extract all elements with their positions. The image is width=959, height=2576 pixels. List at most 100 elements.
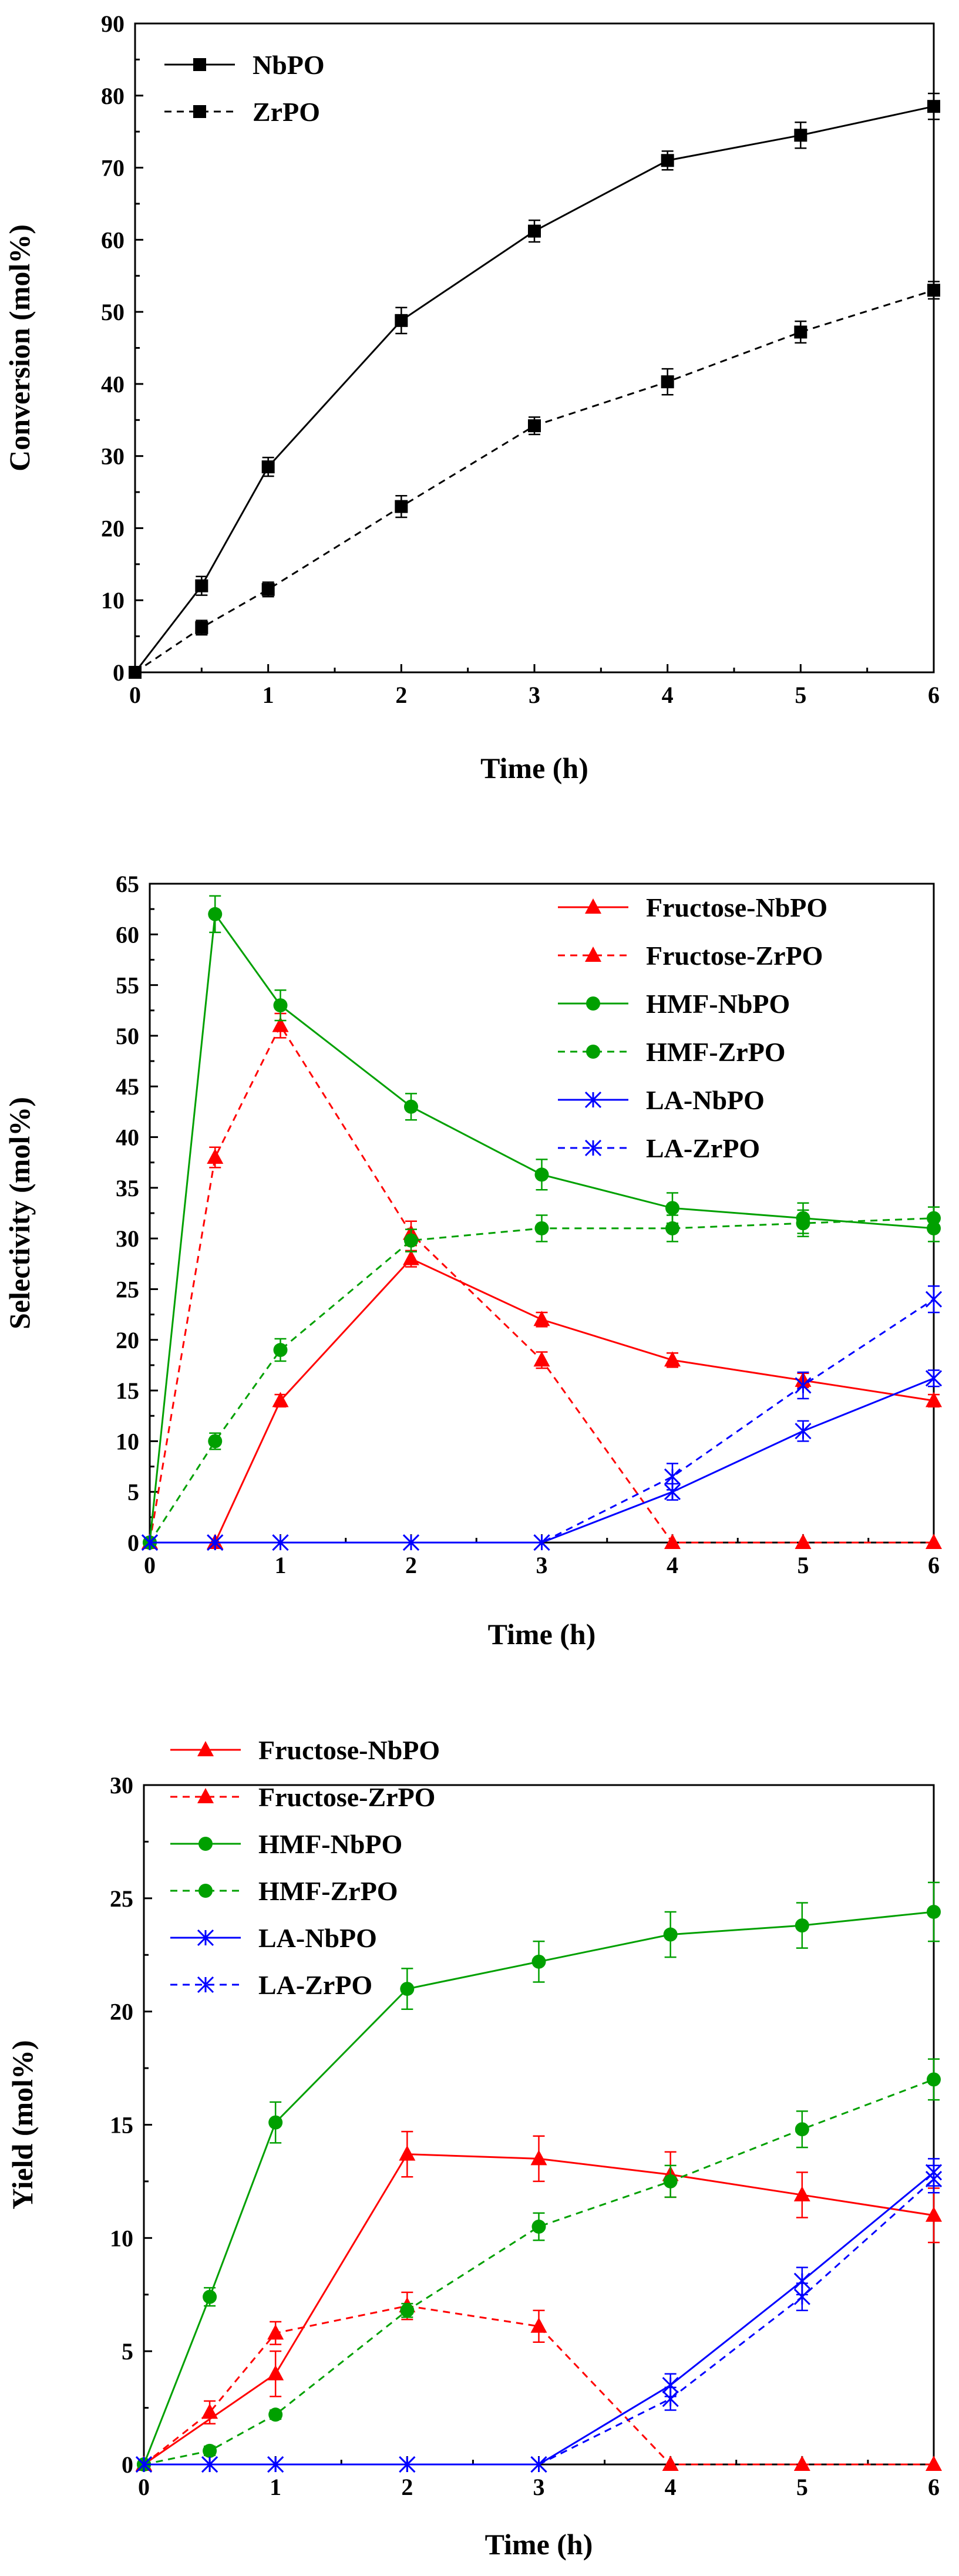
x-tick-label: 1 — [263, 682, 274, 708]
data-point — [926, 2206, 942, 2222]
data-point — [926, 2456, 942, 2471]
y-tick-label: 35 — [116, 1175, 139, 1201]
y-tick-label: 45 — [116, 1073, 139, 1100]
y-tick-label: 0 — [122, 2452, 133, 2478]
series-hmf-zrpo — [137, 2058, 941, 2471]
legend-marker — [198, 1837, 213, 1851]
data-point — [203, 2289, 217, 2304]
legend-marker — [586, 996, 600, 1011]
series-zrpo — [129, 281, 940, 679]
data-point — [208, 907, 223, 921]
series-line — [149, 911, 934, 1543]
y-tick-label: 30 — [116, 1225, 139, 1252]
y-tick-label: 15 — [110, 2112, 133, 2139]
y-tick-label: 40 — [101, 371, 124, 398]
y-tick-label: 20 — [101, 515, 124, 541]
legend-label: NbPO — [253, 50, 325, 80]
legend-label: LA-ZrPO — [646, 1133, 760, 1163]
y-tick-label: 20 — [116, 1327, 139, 1353]
data-point — [664, 1468, 681, 1485]
legend-label: Fructose-ZrPO — [646, 941, 823, 971]
data-point — [927, 100, 940, 113]
data-point — [795, 1423, 812, 1440]
data-point — [135, 2456, 153, 2473]
data-point — [795, 1918, 809, 1933]
x-tick-label: 2 — [401, 2474, 413, 2500]
data-point — [267, 2456, 284, 2473]
x-tick-label: 3 — [533, 2474, 545, 2500]
x-tick-label: 0 — [138, 2474, 150, 2500]
data-point — [662, 2390, 679, 2407]
y-tick-label: 50 — [116, 1023, 139, 1049]
data-point — [203, 2443, 217, 2458]
x-tick-label: 0 — [129, 682, 141, 708]
data-point — [530, 2150, 547, 2166]
data-point — [927, 1211, 941, 1225]
legend-label: HMF-ZrPO — [258, 1876, 398, 1906]
y-tick-label: 25 — [116, 1276, 139, 1302]
x-axis-title: Time (h) — [488, 1618, 596, 1651]
data-point — [395, 500, 408, 513]
y-tick-label: 10 — [110, 2225, 133, 2251]
data-point — [794, 129, 807, 142]
data-point — [665, 1221, 679, 1235]
data-point — [195, 621, 208, 634]
data-point — [195, 579, 208, 592]
data-point — [927, 284, 940, 297]
data-point — [267, 2324, 284, 2340]
data-point — [534, 1221, 549, 1235]
data-point — [403, 1250, 419, 1265]
y-tick-label: 30 — [110, 1772, 133, 1799]
y-tick-label: 5 — [127, 1479, 139, 1506]
y-tick-label: 5 — [122, 2338, 133, 2365]
series-line — [150, 1298, 934, 1544]
series-line — [143, 1911, 934, 2465]
y-tick-label: 10 — [101, 587, 124, 614]
data-point — [531, 1954, 546, 1969]
data-point — [400, 2303, 415, 2318]
series-la-zrpo — [141, 1285, 943, 1551]
data-point — [925, 2170, 943, 2188]
data-point — [207, 1149, 224, 1164]
y-axis-title: Conversion (mol%) — [3, 224, 36, 472]
data-point — [400, 1982, 415, 1996]
data-point — [925, 1370, 943, 1387]
legend-marker — [193, 105, 206, 118]
x-tick-label: 1 — [270, 2474, 281, 2500]
data-point — [663, 1927, 678, 1942]
x-tick-label: 3 — [536, 1552, 548, 1578]
data-point — [795, 1377, 812, 1394]
series-line — [143, 2078, 934, 2466]
y-tick-label: 15 — [116, 1378, 139, 1404]
data-point — [528, 224, 541, 238]
data-point — [661, 154, 674, 167]
legend-label: Fructose-NbPO — [258, 1735, 440, 1765]
legend-label: ZrPO — [253, 97, 320, 127]
y-tick-label: 65 — [116, 871, 139, 897]
series-line — [149, 1217, 934, 1543]
legend-marker — [585, 898, 601, 914]
data-point — [533, 1351, 550, 1367]
y-tick-label: 10 — [116, 1428, 139, 1454]
y-tick-label: 30 — [101, 443, 124, 470]
data-point — [395, 314, 408, 327]
x-tick-label: 2 — [395, 682, 407, 708]
data-point — [664, 1534, 681, 1549]
series-line — [144, 2178, 935, 2466]
data-point — [399, 2145, 416, 2161]
x-tick-label: 5 — [796, 2474, 808, 2500]
series-hmf-zrpo — [143, 1206, 941, 1550]
yield-chart: 0 1 2 3 4 5 6 0 5 10 15 20 25 30 Time (h) Yield (mol%) F… — [6, 1735, 943, 2561]
x-tick-label: 5 — [798, 1552, 809, 1578]
legend-marker — [585, 947, 601, 962]
x-axis-title: Time (h) — [480, 752, 588, 784]
series-hmf-nbpo — [137, 1881, 941, 2471]
data-point — [201, 2403, 218, 2419]
series-line — [143, 2305, 934, 2466]
data-point — [404, 1099, 418, 1114]
data-point — [793, 2456, 810, 2471]
y-tick-label: 70 — [101, 155, 124, 181]
data-point — [129, 666, 142, 679]
data-point — [926, 1392, 942, 1407]
